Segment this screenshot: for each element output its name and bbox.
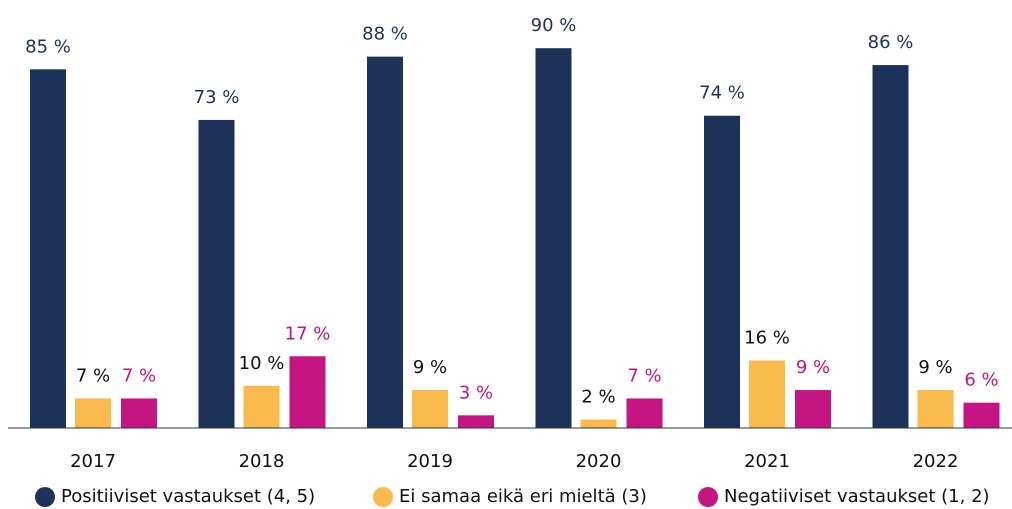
x-tick-label: 2022	[913, 451, 959, 472]
bar	[749, 360, 785, 428]
bar	[30, 69, 66, 429]
legend-label: Positiiviset vastaukset (4, 5)	[61, 486, 315, 507]
legend-swatch	[373, 487, 393, 507]
x-tick-label: 2017	[70, 451, 116, 472]
value-label: 85 %	[25, 36, 71, 57]
value-label: 3 %	[459, 382, 493, 403]
bar	[75, 398, 111, 428]
bar	[872, 65, 909, 428]
value-label: 88 %	[362, 24, 408, 45]
bar	[289, 356, 326, 428]
bar	[121, 398, 157, 428]
bar	[243, 385, 280, 428]
legend-swatch	[698, 487, 718, 507]
value-label: 17 %	[285, 323, 331, 344]
value-label: 74 %	[699, 83, 745, 104]
bar	[580, 419, 617, 428]
value-label: 9 %	[796, 357, 830, 378]
value-label: 90 %	[531, 15, 577, 36]
value-label: 7 %	[122, 365, 156, 386]
value-label: 2 %	[581, 387, 615, 408]
bar	[795, 390, 831, 428]
x-tick-label: 2019	[407, 451, 453, 472]
value-label: 10 %	[239, 353, 285, 374]
value-label: 9 %	[918, 357, 952, 378]
bar	[917, 390, 954, 428]
value-label: 7 %	[76, 365, 110, 386]
x-tick-label: 2020	[576, 451, 622, 472]
legend-swatch	[35, 487, 55, 507]
value-label: 73 %	[194, 87, 240, 108]
legend-label: Ei samaa eikä eri mieltä (3)	[399, 486, 647, 507]
bar	[412, 390, 448, 428]
value-label: 6 %	[964, 370, 998, 391]
bar	[458, 415, 494, 428]
value-label: 9 %	[413, 357, 447, 378]
value-label: 86 %	[868, 32, 914, 53]
x-tick-label: 2018	[239, 451, 285, 472]
bar	[626, 398, 663, 428]
legend-label: Negatiiviset vastaukset (1, 2)	[724, 486, 990, 507]
bar	[198, 119, 235, 428]
bar	[704, 115, 740, 428]
bar	[963, 402, 1000, 428]
value-label: 16 %	[744, 327, 790, 348]
bar	[367, 56, 403, 428]
x-tick-label: 2021	[744, 451, 790, 472]
value-label: 7 %	[627, 365, 661, 386]
bar	[535, 48, 572, 428]
